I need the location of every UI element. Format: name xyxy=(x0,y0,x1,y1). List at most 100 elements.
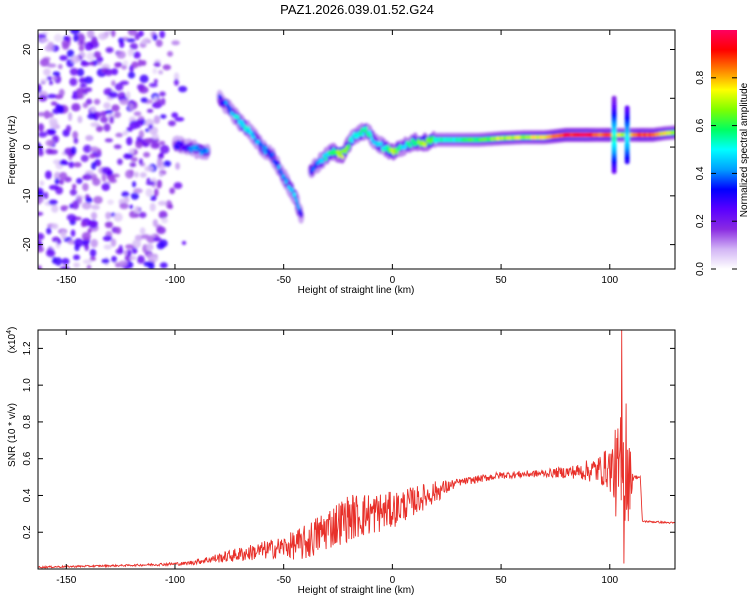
spectrogram-noise-cell xyxy=(95,125,104,132)
spectrogram-noise-cell xyxy=(88,61,95,66)
spectrogram-noise-cell xyxy=(113,144,122,150)
spectrogram-noise-cell xyxy=(126,38,136,43)
snr-x-tick-label: 50 xyxy=(496,575,508,586)
spectrogram-noise-cell xyxy=(159,91,166,97)
spectrogram-noise-cell xyxy=(119,202,129,210)
spectrogram-ridge-cell xyxy=(219,95,223,100)
spectrogram-noise-cell xyxy=(43,68,51,76)
spectrogram-ridge-cell xyxy=(364,126,368,131)
spectrogram-x-tick-label: -100 xyxy=(165,275,185,286)
spectrogram-noise-cell xyxy=(69,67,79,76)
spectrogram-noise-cell xyxy=(126,91,131,100)
spectrogram-blobs xyxy=(38,30,675,269)
spectrogram-noise-cell xyxy=(52,159,62,165)
spectrogram-noise-cell xyxy=(138,158,143,165)
spectrogram-noise-cell xyxy=(148,83,158,88)
spectrogram-ridge-cell xyxy=(176,145,180,151)
spectrogram-noise-cell xyxy=(131,181,137,188)
spectrogram-noise-cell xyxy=(56,238,62,245)
spectrogram-ridge-cell xyxy=(246,129,250,134)
spectrogram-noise-cell xyxy=(152,219,158,228)
spectrogram-noise-cell xyxy=(115,226,122,235)
spectrogram-noise-cell xyxy=(178,85,188,93)
spectrogram-noise-cell xyxy=(148,255,159,262)
spectrogram-ridge-cell xyxy=(427,136,431,142)
spectrogram-noise-cell xyxy=(85,135,94,141)
spectrogram-noise-cell xyxy=(92,177,101,186)
spectrogram-noise-cell xyxy=(89,248,97,257)
spectrogram-noise-cell xyxy=(123,196,130,204)
spectrogram-y-tick-label: 20 xyxy=(22,44,33,56)
spectrogram-noise-cell xyxy=(53,33,63,43)
spectrogram-noise-cell xyxy=(132,188,143,194)
spectrogram-noise-cell xyxy=(46,93,57,99)
spectrogram-noise-cell xyxy=(155,39,163,48)
snr-frame xyxy=(37,329,676,570)
spectrogram-noise-cell xyxy=(156,179,163,189)
snr-x-tick-label: -100 xyxy=(165,575,185,586)
spectrogram-noise-cell xyxy=(84,87,93,93)
spectrogram-noise-cell xyxy=(54,178,60,185)
spectrogram-noise-cell xyxy=(160,97,166,106)
spectrogram-noise-cell xyxy=(38,265,42,269)
spectrogram-noise-cell xyxy=(90,238,98,248)
spectrogram-noise-cell xyxy=(68,161,75,169)
spectrogram-noise-cell xyxy=(171,40,180,46)
spectrogram-noise-cell xyxy=(65,124,72,133)
spectrogram-noise-cell xyxy=(108,91,118,99)
snr-scale-base: (x104) xyxy=(6,327,18,354)
spectrogram-noise-cell xyxy=(66,214,77,221)
spectrogram-ridge-cell xyxy=(350,138,354,144)
spectrogram-noise-cell xyxy=(72,131,79,139)
spectrogram-noise-cell xyxy=(115,132,123,138)
spectrogram-noise-cell xyxy=(91,36,98,45)
spectrogram-noise-cell xyxy=(111,80,116,87)
spectrogram-noise-cell xyxy=(77,115,83,124)
spectrogram-noise-cell xyxy=(158,210,168,219)
spectrogram-noise-cell xyxy=(139,227,146,235)
spectrogram-ridge-cell xyxy=(228,106,232,111)
spectrogram-noise-cell xyxy=(96,161,101,167)
spectrogram-noise-cell xyxy=(84,41,94,51)
spectrogram-noise-cell xyxy=(159,30,166,39)
spectrogram-noise-cell xyxy=(140,60,147,66)
spectrogram-noise-cell xyxy=(54,94,64,100)
spectrogram-noise-cell xyxy=(90,212,98,220)
spectrogram-noise-cell xyxy=(82,182,89,192)
spectrogram-noise-cell xyxy=(48,117,58,126)
spectrogram-noise-cell xyxy=(159,114,167,119)
spectrogram-noise-cell xyxy=(101,173,107,182)
spectrogram-noise-cell xyxy=(91,204,100,210)
spectrogram-noise-cell xyxy=(57,64,63,70)
spectrogram-x-axis-label: Height of straight line (km) xyxy=(298,285,415,296)
colorbar-tick-label: 0.6 xyxy=(695,118,706,132)
spectrogram-noise-cell xyxy=(70,146,77,155)
spectrogram-noise-cell xyxy=(119,40,125,49)
snr-y-ticks: 0.2 0.4 0.6 0.8 1.0 1.2 xyxy=(22,341,675,539)
spectrogram-noise-cell xyxy=(51,204,59,213)
spectrogram-noise-cell xyxy=(83,76,94,84)
spectrogram-cells xyxy=(38,30,675,269)
spectrogram-x-ticks: -150 -100 -50 0 50 100 xyxy=(56,30,619,286)
spectrogram-noise-cell xyxy=(156,157,163,167)
spectrogram-ridge-cell xyxy=(275,160,279,166)
spectrogram-noise-cell xyxy=(73,162,82,168)
spectrogram-noise-cell xyxy=(175,162,180,170)
spectrogram-noise-cell xyxy=(93,98,101,105)
spectrogram-noise-cell xyxy=(69,189,77,196)
spectrogram-noise-cell xyxy=(116,50,126,59)
spectrogram-ridge-cell xyxy=(321,158,325,164)
spectrogram-noise-cell xyxy=(130,156,138,162)
spectrogram-noise-cell xyxy=(153,115,161,124)
spectrogram-noise-cell xyxy=(59,171,68,181)
spectrogram-noise-cell xyxy=(129,204,134,210)
colorbar-tick-label: 0.2 xyxy=(695,214,706,228)
spectrogram-noise-cell xyxy=(83,173,92,181)
spectrogram-ridge-cell xyxy=(260,142,264,147)
spectrogram-noise-cell xyxy=(157,200,167,206)
spectrogram-noise-cell xyxy=(48,149,58,155)
spectrogram-noise-cell xyxy=(98,32,108,41)
spectrogram-noise-cell xyxy=(150,195,157,202)
snr-y-tick-label: 0.6 xyxy=(22,451,33,465)
